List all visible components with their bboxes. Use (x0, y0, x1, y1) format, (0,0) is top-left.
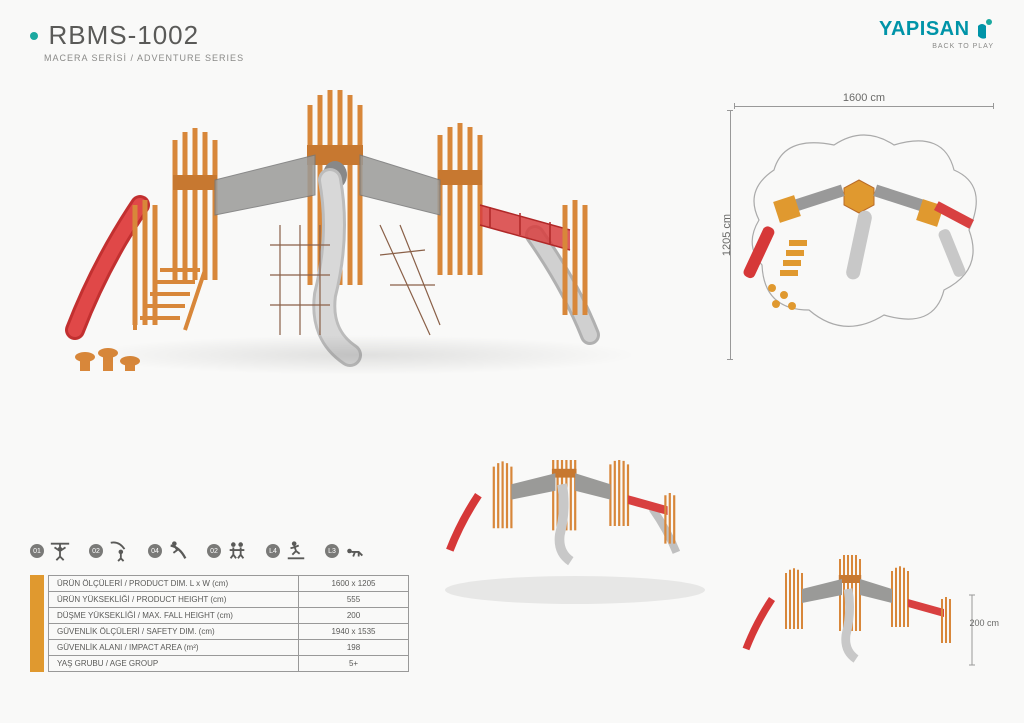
spec-value: 198 (299, 640, 409, 656)
topview-svg (734, 110, 994, 360)
table-row: YAŞ GRUBU / AGE GROUP5+ (49, 656, 409, 672)
brand-logo: YAPISAN BACK TO PLAY (879, 18, 994, 50)
main-product-render (30, 85, 690, 395)
dimension-height: 200 cm (969, 618, 999, 628)
top-view-diagram: 1600 cm 1205 cm (734, 110, 994, 360)
table-row: GÜVENLİK ALANI / IMPACT AREA (m²)198 (49, 640, 409, 656)
series-subtitle: MACERA SERİSİ / ADVENTURE SERIES (44, 53, 244, 63)
ground-shadow (80, 335, 640, 375)
crawl-icon (344, 540, 366, 562)
table-row: DÜŞME YÜKSEKLİĞİ / MAX. FALL HEIGHT (cm)… (49, 608, 409, 624)
activity-icon-04: 04 (148, 540, 189, 562)
spec-value: 555 (299, 592, 409, 608)
spec-value: 1600 x 1205 (299, 576, 409, 592)
spec-value: 1940 x 1535 (299, 624, 409, 640)
activity-icon-02: 02 (89, 540, 130, 562)
spec-label: ÜRÜN ÖLÇÜLERİ / PRODUCT DIM. L x W (cm) (49, 576, 299, 592)
spec-label: GÜVENLİK ALANI / IMPACT AREA (m²) (49, 640, 299, 656)
spec-value: 5+ (299, 656, 409, 672)
spec-value: 200 (299, 608, 409, 624)
activity-icon-02b: 02 (207, 540, 248, 562)
swing-icon (108, 540, 130, 562)
spec-label: ÜRÜN YÜKSEKLİĞİ / PRODUCT HEIGHT (cm) (49, 592, 299, 608)
secondary-render-svg (430, 460, 720, 610)
jump-icon (285, 540, 307, 562)
specs-table: ÜRÜN ÖLÇÜLERİ / PRODUCT DIM. L x W (cm)1… (48, 575, 409, 672)
brand-name: YAPISAN (879, 18, 970, 41)
activity-icon-01: 01 (30, 540, 71, 562)
elevation-svg (724, 555, 994, 705)
table-row: ÜRÜN ÖLÇÜLERİ / PRODUCT DIM. L x W (cm)1… (49, 576, 409, 592)
product-code: RBMS-1002 (48, 20, 199, 51)
dimension-depth: 1205 cm (721, 214, 733, 256)
spec-label: DÜŞME YÜKSEKLİĞİ / MAX. FALL HEIGHT (cm) (49, 608, 299, 624)
secondary-render (430, 460, 720, 610)
table-row: GÜVENLİK ÖLÇÜLERİ / SAFETY DIM. (cm)1940… (49, 624, 409, 640)
spec-label: YAŞ GRUBU / AGE GROUP (49, 656, 299, 672)
header: RBMS-1002 MACERA SERİSİ / ADVENTURE SERI… (30, 20, 244, 63)
color-swatch-bar (30, 575, 44, 672)
dim-line-horizontal (734, 106, 994, 107)
activity-icon-l3: L3 (325, 540, 366, 562)
slide-icon (167, 540, 189, 562)
activity-icons-row: 01 02 04 02 L4 L3 (30, 540, 366, 562)
bullet-icon (30, 32, 38, 40)
specifications-block: ÜRÜN ÖLÇÜLERİ / PRODUCT DIM. L x W (cm)1… (30, 575, 409, 672)
logo-mark-icon (976, 18, 994, 45)
table-row: ÜRÜN YÜKSEKLİĞİ / PRODUCT HEIGHT (cm)555 (49, 592, 409, 608)
activity-icon-l4: L4 (266, 540, 307, 562)
side-elevation-render: 200 cm (724, 555, 994, 705)
two-kids-icon (226, 540, 248, 562)
hang-icon (49, 540, 71, 562)
dimension-width: 1600 cm (843, 92, 885, 104)
dim-line-vertical (730, 110, 731, 360)
spec-label: GÜVENLİK ÖLÇÜLERİ / SAFETY DIM. (cm) (49, 624, 299, 640)
